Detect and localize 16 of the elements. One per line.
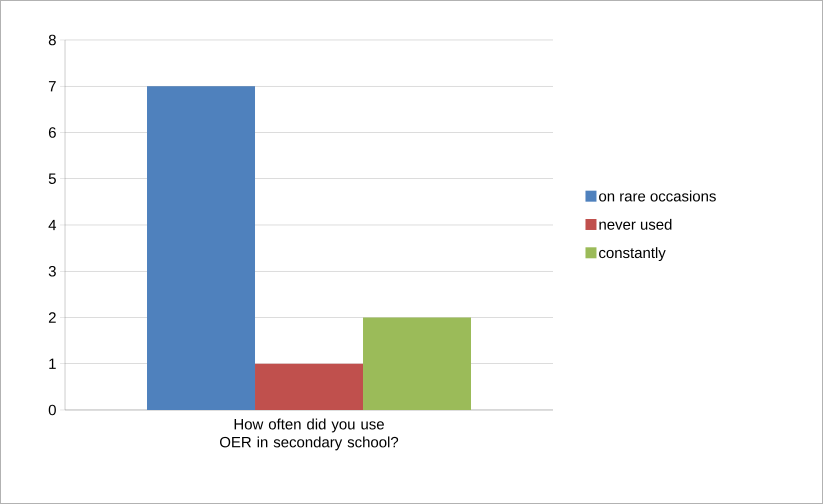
legend-label: never used xyxy=(599,218,672,230)
y-tick-label: 7 xyxy=(48,81,56,92)
bar xyxy=(363,317,472,410)
y-tick-label: 5 xyxy=(48,174,56,184)
bar xyxy=(147,86,256,410)
y-tick-label: 6 xyxy=(48,127,56,138)
x-tick-label: How often did you use OER in secondary school? xyxy=(220,418,398,450)
legend-label: constantly xyxy=(599,247,666,262)
bar xyxy=(255,364,364,410)
y-tick-label: 2 xyxy=(48,312,56,323)
y-tick-label: 0 xyxy=(48,404,56,416)
y-tick-label: 1 xyxy=(49,358,56,369)
y-tick-label: 4 xyxy=(48,220,56,230)
y-tick-label: 3 xyxy=(48,266,56,277)
y-tick-label: 8 xyxy=(48,34,56,46)
legend-label: on rare occasions xyxy=(599,190,716,202)
